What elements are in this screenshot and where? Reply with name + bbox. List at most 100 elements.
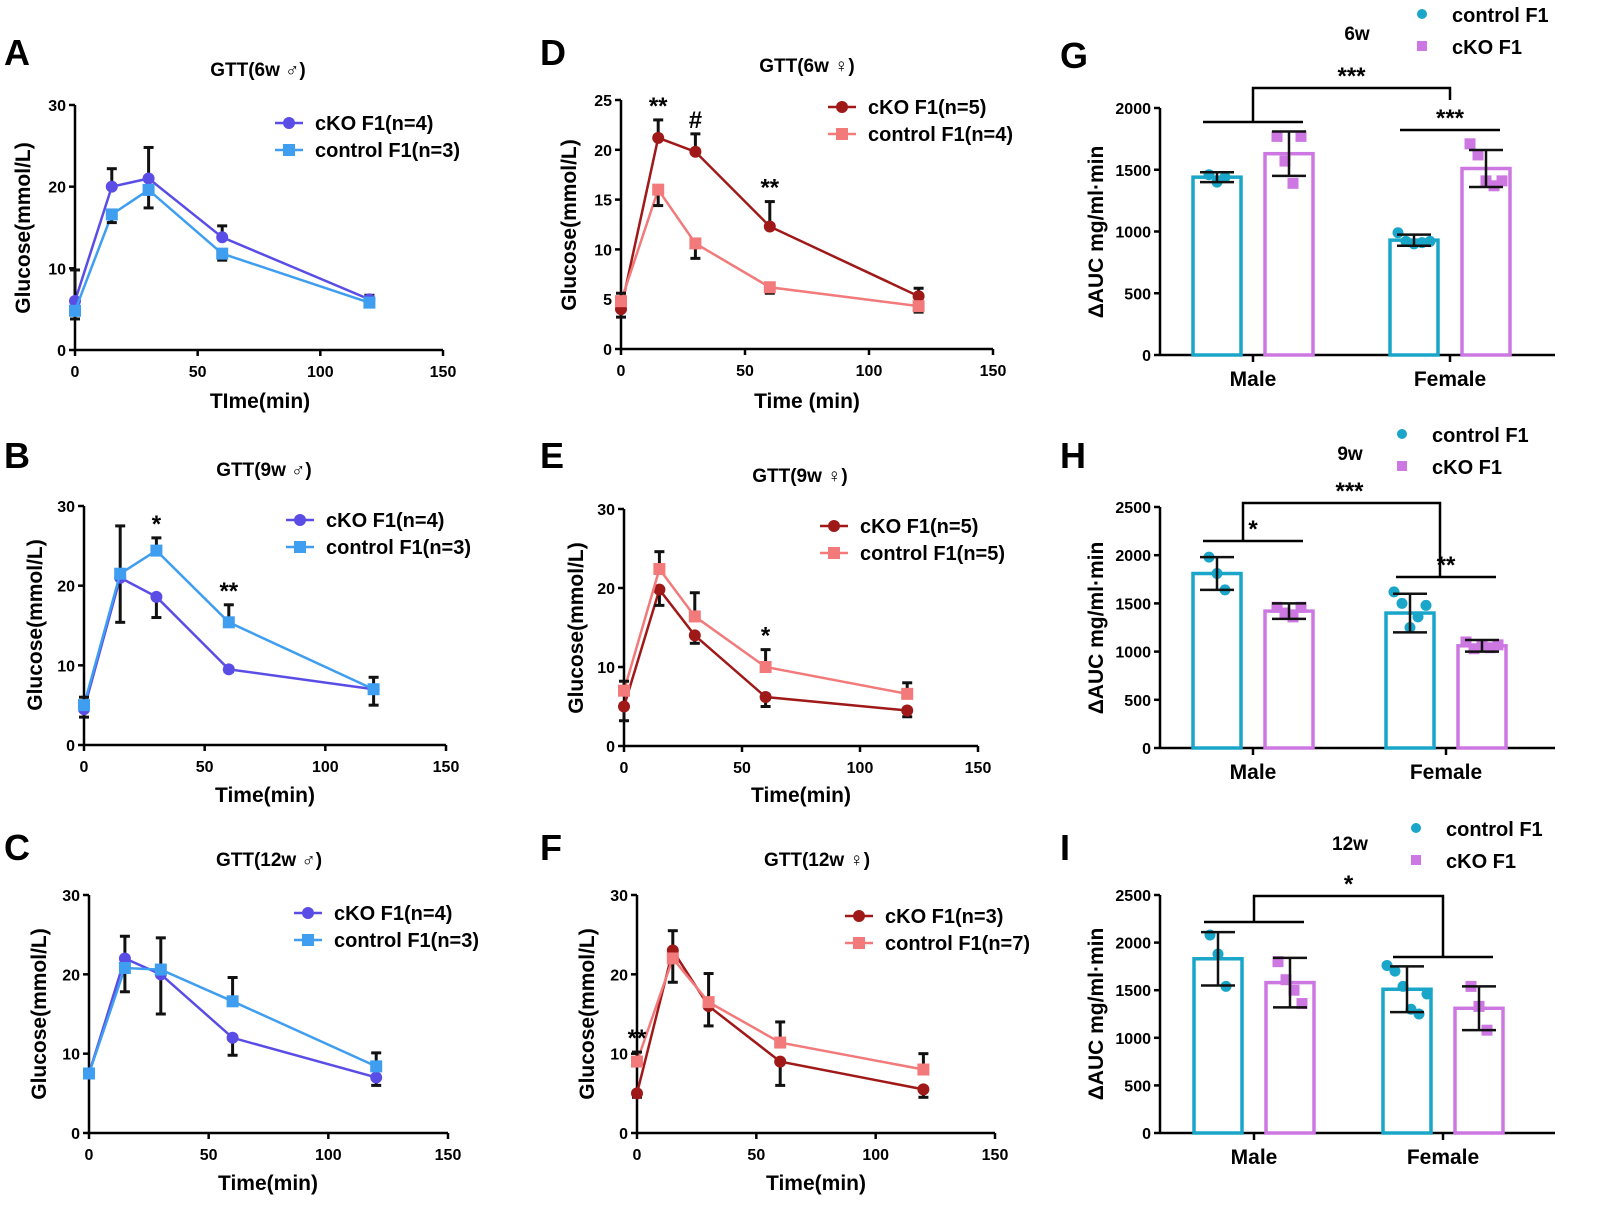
legend-marker — [283, 144, 295, 156]
y-tick-label: 0 — [71, 1126, 80, 1143]
data-point — [1412, 611, 1424, 623]
panel-letter: A — [4, 32, 30, 73]
y-tick-label: 500 — [1124, 1078, 1151, 1095]
y-tick-label: 2000 — [1115, 101, 1151, 118]
y-tick-label: 500 — [1124, 693, 1151, 710]
data-point — [901, 687, 914, 700]
y-axis-label: Glucose(mmol/L) — [576, 928, 599, 1100]
x-axis-label: Time (min) — [754, 390, 860, 413]
panel-letter: B — [4, 435, 30, 476]
data-point — [370, 1060, 383, 1073]
legend-marker — [1397, 461, 1407, 471]
significance-marker: *** — [1335, 478, 1364, 505]
data-point — [618, 700, 630, 713]
y-axis-label: Glucose(mmol/L) — [565, 542, 588, 714]
data-point — [763, 220, 776, 233]
x-tick-label: 50 — [747, 1147, 765, 1164]
data-point — [702, 996, 715, 1009]
y-tick-label: 1000 — [1115, 645, 1151, 662]
y-tick-label: 1500 — [1115, 163, 1151, 180]
x-tick-label: 100 — [315, 1147, 342, 1164]
y-tick-label: 30 — [48, 98, 66, 115]
y-axis-label: Glucose(mmol/L) — [28, 928, 51, 1100]
data-point — [1295, 601, 1307, 613]
chart-title: 6w — [1344, 24, 1370, 45]
legend-label: control F1(n=3) — [334, 930, 479, 952]
y-tick-label: 20 — [62, 967, 80, 984]
comparison-bracket — [1252, 894, 1445, 957]
panel-e: E GTT(9w ♀) 0 10 20 30 Glucose(mmol/L) 0 50 100 15… — [540, 435, 1005, 807]
bar-group — [1388, 227, 1440, 357]
x-tick-label: 150 — [430, 364, 457, 381]
category-label: Male — [1230, 368, 1277, 391]
series-cko — [69, 145, 376, 307]
series-cko — [615, 118, 925, 319]
data-point — [1280, 974, 1292, 986]
x-tick-label: 50 — [200, 1147, 218, 1164]
bar-control — [1191, 175, 1243, 357]
bar-group — [1263, 130, 1315, 357]
y-axis-label: ΔAUC mg/ml·min — [1085, 542, 1108, 715]
y-tick-label: 500 — [1124, 286, 1151, 303]
y-tick-label: 10 — [610, 1047, 628, 1064]
significance-marker: ** — [649, 93, 668, 120]
legend-marker — [828, 547, 840, 559]
significance-marker: ** — [1437, 552, 1456, 579]
x-tick-label: 150 — [982, 1147, 1009, 1164]
data-point — [1271, 130, 1283, 142]
x-tick-label: 0 — [80, 759, 89, 776]
legend-marker — [836, 128, 848, 140]
series-control — [69, 183, 376, 321]
x-tick-label: 150 — [433, 759, 460, 776]
chart-title: GTT(9w ♂) — [216, 460, 312, 481]
x-tick-label: 0 — [620, 760, 629, 777]
series-control — [631, 952, 930, 1076]
bar-group — [1192, 929, 1244, 1135]
data-point — [370, 1071, 383, 1084]
legend-marker — [302, 934, 314, 946]
data-point — [105, 208, 118, 221]
data-point — [1468, 643, 1480, 655]
data-point — [774, 1036, 787, 1049]
bar-group — [1264, 956, 1316, 1135]
data-point — [1389, 965, 1401, 977]
y-tick-label: 2000 — [1115, 548, 1151, 565]
data-point — [1460, 636, 1472, 648]
data-point — [1396, 597, 1408, 609]
data-point — [688, 610, 701, 623]
data-point — [367, 683, 380, 696]
y-tick-label: 2500 — [1115, 888, 1151, 905]
data-point — [1492, 639, 1504, 651]
x-tick-label: 150 — [980, 363, 1007, 380]
data-point — [154, 963, 167, 976]
panel-letter: I — [1060, 827, 1070, 868]
y-tick-label: 0 — [1142, 741, 1151, 758]
category-label: Female — [1407, 1146, 1479, 1169]
bar-group — [1263, 601, 1315, 750]
data-point — [1287, 611, 1299, 623]
data-point — [912, 300, 925, 313]
panel-letter: D — [540, 32, 566, 73]
data-point — [615, 295, 627, 308]
bar-group — [1191, 169, 1243, 357]
legend-marker — [302, 907, 314, 919]
data-point — [653, 563, 666, 576]
x-axis-label: TIme(min) — [210, 390, 310, 413]
data-point — [689, 237, 702, 250]
data-point — [1388, 586, 1400, 598]
y-tick-label: 1000 — [1115, 1031, 1151, 1048]
x-axis-label: Time(min) — [215, 784, 315, 807]
data-point — [763, 281, 776, 294]
bar-group — [1453, 980, 1505, 1135]
panel-letter: C — [4, 827, 30, 868]
data-point — [1421, 988, 1433, 1000]
category-label: Male — [1230, 761, 1277, 784]
legend-label: control F1(n=7) — [885, 933, 1030, 955]
legend-marker — [1417, 41, 1427, 51]
panel-g: G 6w 0 500 1000 1500 2000 ΔAUC mg/ml·min Male con… — [1060, 5, 1555, 391]
legend-label: cKO F1(n=5) — [860, 516, 978, 538]
data-point — [1219, 171, 1231, 183]
data-point — [689, 145, 702, 158]
y-tick-label: 30 — [57, 499, 75, 516]
panel-letter: E — [540, 435, 564, 476]
